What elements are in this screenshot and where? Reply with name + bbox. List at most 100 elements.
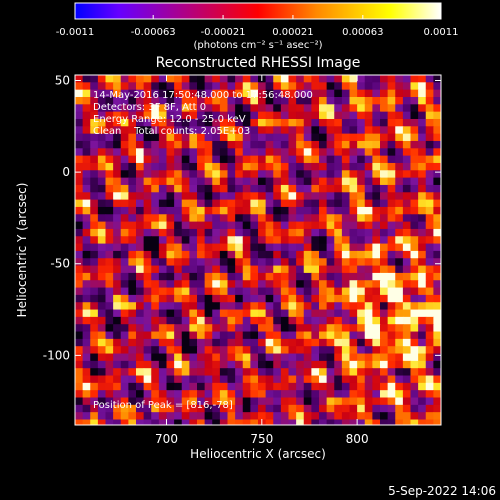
heatmap-cell	[357, 346, 366, 355]
heatmap-cell	[395, 170, 404, 179]
heatmap-cell	[273, 133, 282, 142]
heatmap-cell	[441, 280, 449, 288]
heatmap-cell	[387, 155, 396, 164]
heatmap-cell	[273, 382, 282, 391]
heatmap-cell	[219, 155, 229, 164]
heatmap-cell	[90, 294, 99, 303]
heatmap-cell	[425, 280, 434, 289]
heatmap-cell	[90, 272, 99, 281]
heatmap-cell	[280, 162, 290, 171]
heatmap-cell	[227, 89, 236, 98]
heatmap-cell	[326, 280, 335, 289]
heatmap-cell	[75, 140, 84, 149]
heatmap-cell	[197, 382, 206, 391]
heatmap-cell	[303, 375, 312, 384]
heatmap-cell	[364, 236, 373, 245]
heatmap-cell	[357, 419, 366, 425]
heatmap-cell	[319, 346, 328, 355]
heatmap-cell	[349, 324, 358, 333]
heatmap-cell	[151, 206, 160, 215]
heatmap-cell	[250, 338, 259, 347]
heatmap-cell	[189, 192, 198, 201]
heatmap-cell	[265, 302, 274, 311]
heatmap-cell	[242, 280, 251, 289]
heatmap-cell	[402, 419, 412, 425]
heatmap-cell	[349, 419, 358, 425]
heatmap-cell	[90, 140, 99, 149]
heatmap-cell	[395, 228, 404, 237]
heatmap-cell	[189, 104, 198, 113]
heatmap-cell	[166, 221, 175, 230]
heatmap-cell	[280, 111, 290, 120]
heatmap-cell	[105, 126, 114, 135]
heatmap-cell	[349, 360, 358, 369]
heatmap-cell	[219, 82, 229, 91]
heatmap-cell	[433, 155, 441, 164]
heatmap-cell	[349, 155, 358, 164]
heatmap-cell	[395, 148, 404, 157]
heatmap-cell	[235, 192, 244, 201]
heatmap-cell	[265, 368, 274, 377]
heatmap-cell	[166, 382, 175, 391]
heatmap-cell	[418, 324, 427, 333]
heatmap-cell	[235, 82, 244, 91]
heatmap-cell	[372, 419, 381, 425]
heatmap-cell	[395, 272, 404, 281]
heatmap-cell	[197, 111, 206, 120]
heatmap-cell	[410, 236, 419, 245]
heatmap-cell	[227, 192, 236, 201]
heatmap-cell	[250, 155, 259, 164]
heatmap-cell	[273, 243, 282, 252]
heatmap-cell	[151, 382, 160, 391]
heatmap-cell	[380, 140, 389, 149]
heatmap-cell	[288, 162, 297, 171]
heatmap-cell	[113, 184, 122, 193]
heatmap-cell	[235, 272, 244, 281]
heatmap-cell	[105, 338, 114, 347]
heatmap-cell	[387, 133, 396, 142]
heatmap-cell	[280, 214, 290, 223]
heatmap-cell	[250, 316, 259, 325]
heatmap-cell	[402, 192, 412, 201]
heatmap-cell	[402, 126, 412, 135]
heatmap-cell	[97, 82, 107, 91]
heatmap-cell	[265, 96, 274, 105]
heatmap-cell	[433, 346, 441, 355]
heatmap-cell	[372, 133, 381, 142]
heatmap-cell	[120, 419, 129, 425]
heatmap-cell	[280, 272, 290, 281]
heatmap-cell	[326, 236, 335, 245]
heatmap-cell	[349, 331, 358, 340]
heatmap-cell	[410, 96, 419, 105]
heatmap-cell	[227, 382, 236, 391]
heatmap-cell	[387, 170, 396, 179]
heatmap-cell	[395, 214, 404, 223]
heatmap-cell	[441, 141, 449, 149]
heatmap-cell	[158, 214, 168, 223]
heatmap-cell	[166, 177, 175, 186]
heatmap-cell	[113, 148, 122, 157]
heatmap-cell	[364, 375, 373, 384]
heatmap-cell	[303, 236, 312, 245]
heatmap-cell	[242, 140, 251, 149]
colorbar-tick-label: -0.00021	[201, 27, 246, 38]
heatmap-cell	[97, 140, 107, 149]
heatmap-cell	[265, 360, 274, 369]
heatmap-cell	[242, 316, 251, 325]
heatmap-cell	[402, 82, 412, 91]
heatmap-cell	[280, 126, 290, 135]
heatmap-cell	[97, 294, 107, 303]
heatmap-cell	[128, 236, 137, 245]
heatmap-cell	[242, 272, 251, 281]
heatmap-cell	[319, 148, 328, 157]
heatmap-cell	[212, 214, 221, 223]
heatmap-cell	[425, 104, 434, 113]
colorbar-ticks: -0.0011 -0.00063 -0.00021 0.00021 0.00063 0.0…	[56, 15, 459, 38]
heatmap-cell	[212, 258, 221, 267]
heatmap-cell	[303, 382, 312, 391]
heatmap-cell	[418, 353, 427, 362]
heatmap-cell	[288, 258, 297, 267]
heatmap-cell	[82, 184, 91, 193]
heatmap-cell	[433, 214, 441, 223]
heatmap-cell	[105, 316, 114, 325]
